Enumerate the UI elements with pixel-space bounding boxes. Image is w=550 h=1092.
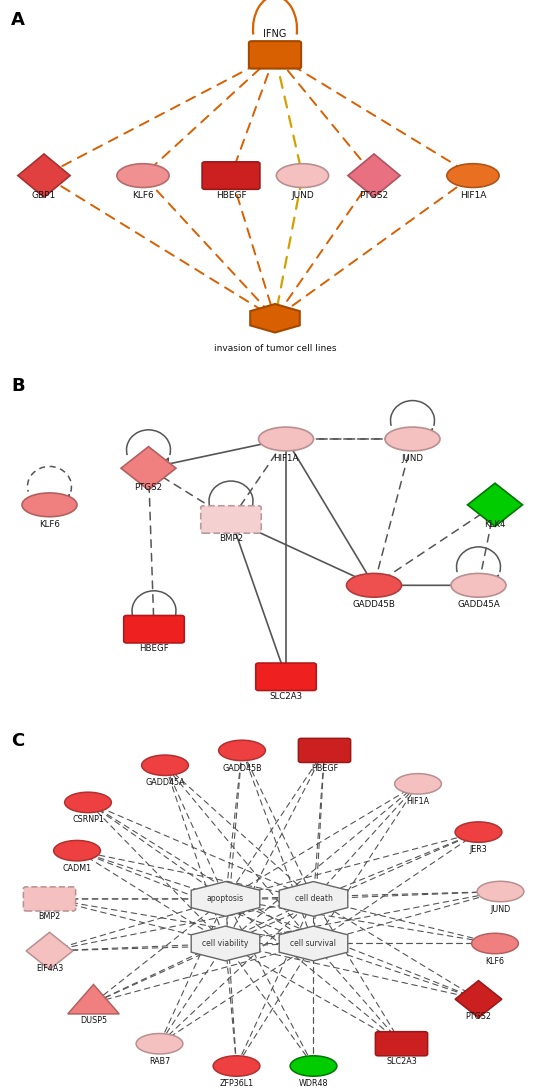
Text: CSRNP1: CSRNP1 [72,816,104,824]
Text: PTGS2: PTGS2 [465,1012,492,1021]
Text: JER3: JER3 [470,845,487,854]
Text: GADD45B: GADD45B [222,763,262,772]
FancyBboxPatch shape [23,887,76,911]
Text: HBEGF: HBEGF [311,763,338,772]
FancyBboxPatch shape [256,663,316,690]
Text: BMP2: BMP2 [219,534,243,544]
Text: cell survival: cell survival [290,939,337,948]
FancyBboxPatch shape [249,41,301,69]
Text: CADM1: CADM1 [63,864,91,873]
Ellipse shape [447,164,499,188]
Polygon shape [455,981,502,1018]
FancyBboxPatch shape [202,162,260,189]
Text: PTGS2: PTGS2 [360,190,388,200]
Text: PTGS2: PTGS2 [134,483,163,492]
Polygon shape [279,881,348,916]
Text: JUND: JUND [491,904,510,914]
Text: GADD45B: GADD45B [353,601,395,609]
Text: IFNG: IFNG [263,28,287,39]
Text: invasion of tumor cell lines: invasion of tumor cell lines [214,344,336,353]
Text: EIF4A3: EIF4A3 [36,964,63,973]
Text: C: C [11,732,24,750]
Text: HIF1A: HIF1A [273,454,299,463]
FancyBboxPatch shape [124,616,184,643]
Polygon shape [348,154,400,198]
Ellipse shape [477,881,524,902]
Text: HIF1A: HIF1A [460,190,486,200]
Ellipse shape [219,740,265,761]
Text: SLC2A3: SLC2A3 [270,691,302,701]
Polygon shape [68,985,119,1013]
Text: HBEGF: HBEGF [139,644,169,653]
Text: KLF6: KLF6 [132,190,154,200]
Ellipse shape [385,427,440,451]
Text: GBP1: GBP1 [32,190,56,200]
Ellipse shape [22,492,77,517]
Text: HBEGF: HBEGF [216,190,246,200]
Text: RAB7: RAB7 [149,1057,170,1066]
Ellipse shape [346,573,402,597]
Text: B: B [11,377,25,395]
Polygon shape [18,154,70,198]
Text: ZFP36L1: ZFP36L1 [219,1079,254,1088]
Ellipse shape [136,1033,183,1054]
Polygon shape [250,304,300,333]
Polygon shape [279,926,348,961]
Polygon shape [121,447,176,490]
Ellipse shape [54,841,101,860]
Ellipse shape [455,822,502,842]
FancyBboxPatch shape [298,738,351,762]
Text: GADD45A: GADD45A [145,779,185,787]
Text: DUSP5: DUSP5 [80,1016,107,1025]
Text: KLF6: KLF6 [39,520,60,529]
Text: HIF1A: HIF1A [406,797,430,806]
Polygon shape [468,483,522,526]
Ellipse shape [472,934,518,953]
FancyBboxPatch shape [201,506,261,533]
Ellipse shape [290,1056,337,1077]
Text: JUND: JUND [402,454,424,463]
FancyBboxPatch shape [375,1032,428,1056]
Ellipse shape [276,164,329,188]
Polygon shape [191,926,260,961]
Text: JUND: JUND [291,190,314,200]
Ellipse shape [395,773,441,794]
Text: BMP2: BMP2 [39,912,60,921]
Ellipse shape [213,1056,260,1077]
Ellipse shape [117,164,169,188]
Text: GADD45A: GADD45A [457,601,500,609]
Ellipse shape [258,427,314,451]
Ellipse shape [65,792,111,812]
Text: cell death: cell death [295,894,332,903]
Polygon shape [191,881,260,916]
Text: cell viability: cell viability [202,939,249,948]
Text: SLC2A3: SLC2A3 [386,1057,417,1066]
Text: WDR48: WDR48 [299,1079,328,1088]
Polygon shape [26,933,73,970]
Text: KLK4: KLK4 [484,520,506,529]
Ellipse shape [142,755,188,775]
Text: KLF6: KLF6 [486,957,504,965]
Ellipse shape [451,573,506,597]
Text: apoptosis: apoptosis [207,894,244,903]
Text: A: A [11,11,25,29]
